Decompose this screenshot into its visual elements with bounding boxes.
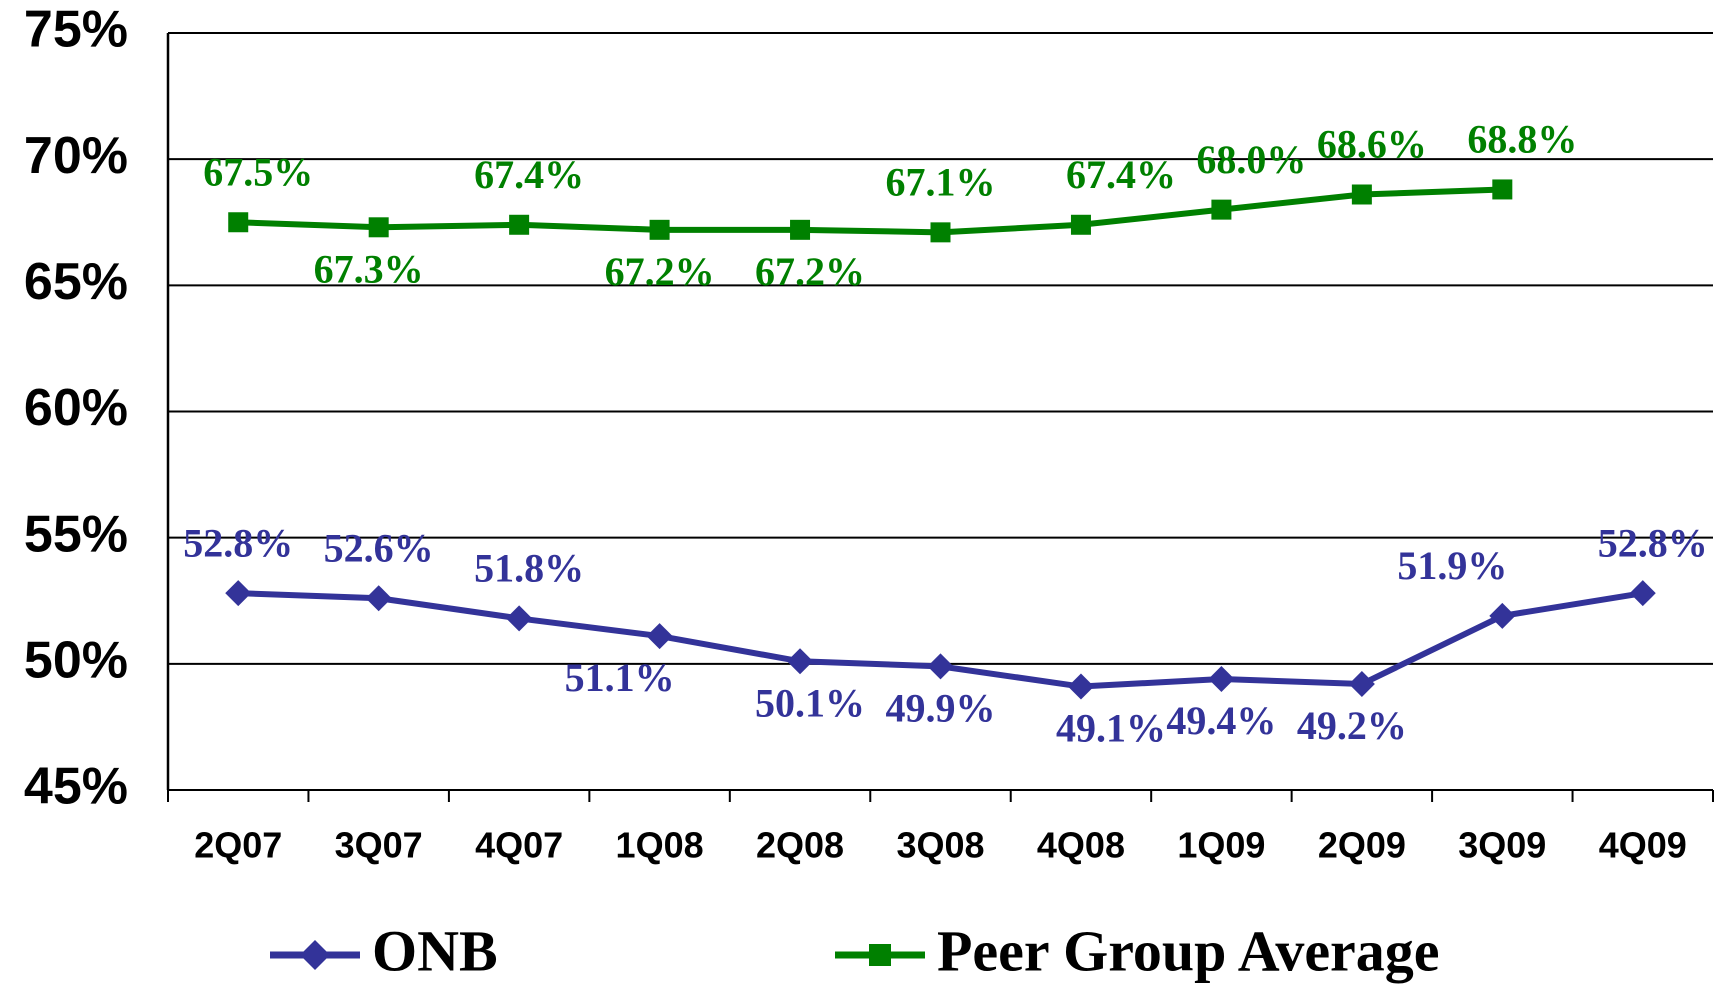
data-label: 68.0% bbox=[1196, 137, 1306, 182]
marker bbox=[368, 217, 389, 238]
marker bbox=[1489, 602, 1516, 629]
marker bbox=[506, 605, 533, 632]
x-tick-label: 4Q09 bbox=[1599, 825, 1687, 866]
marker bbox=[365, 585, 392, 612]
data-label: 67.2% bbox=[605, 249, 715, 294]
x-tick-label: 1Q09 bbox=[1177, 825, 1265, 866]
marker bbox=[646, 623, 673, 650]
data-label: 49.4% bbox=[1166, 698, 1276, 743]
x-tick-label: 4Q08 bbox=[1037, 825, 1125, 866]
y-tick-label: 70% bbox=[24, 127, 128, 185]
x-tick-label: 1Q08 bbox=[616, 825, 704, 866]
legend-marker bbox=[300, 940, 330, 970]
y-tick-label: 75% bbox=[24, 1, 128, 59]
data-label: 51.8% bbox=[474, 546, 584, 591]
data-label: 49.9% bbox=[886, 686, 996, 731]
marker bbox=[787, 648, 814, 675]
marker bbox=[1070, 214, 1091, 235]
y-tick-label: 45% bbox=[24, 758, 128, 816]
data-label: 52.8% bbox=[183, 520, 293, 565]
data-label: 67.3% bbox=[314, 246, 424, 291]
marker bbox=[228, 212, 249, 233]
data-label: 67.5% bbox=[203, 149, 313, 194]
marker bbox=[1211, 199, 1232, 220]
marker bbox=[927, 653, 954, 680]
x-tick-label: 3Q08 bbox=[896, 825, 984, 866]
x-tick-label: 2Q07 bbox=[194, 825, 282, 866]
data-label: 52.6% bbox=[324, 525, 434, 570]
marker bbox=[225, 580, 252, 607]
data-label: 68.8% bbox=[1467, 117, 1577, 162]
marker bbox=[1348, 671, 1375, 698]
data-label: 51.1% bbox=[565, 655, 675, 700]
marker bbox=[1629, 580, 1656, 607]
series-line bbox=[238, 186, 1503, 236]
marker bbox=[1492, 179, 1513, 200]
marker bbox=[649, 219, 670, 240]
marker bbox=[930, 222, 951, 243]
marker bbox=[1208, 665, 1235, 692]
data-label: 51.9% bbox=[1397, 543, 1507, 588]
data-label: 67.4% bbox=[474, 152, 584, 197]
x-tick-label: 3Q09 bbox=[1458, 825, 1546, 866]
data-label: 50.1% bbox=[755, 680, 865, 725]
legend-label: Peer Group Average bbox=[937, 918, 1440, 983]
marker bbox=[509, 214, 530, 235]
x-tick-label: 4Q07 bbox=[475, 825, 563, 866]
data-label: 67.1% bbox=[886, 160, 996, 205]
marker bbox=[1351, 184, 1372, 205]
data-label: 67.4% bbox=[1066, 152, 1176, 197]
data-label: 49.1% bbox=[1056, 706, 1166, 751]
data-label: 68.6% bbox=[1317, 122, 1427, 167]
x-tick-label: 2Q08 bbox=[756, 825, 844, 866]
y-tick-label: 50% bbox=[24, 632, 128, 690]
y-tick-label: 55% bbox=[24, 505, 128, 563]
data-label: 52.8% bbox=[1598, 520, 1708, 565]
legend-marker bbox=[869, 944, 891, 966]
y-tick-label: 65% bbox=[24, 253, 128, 311]
y-tick-label: 60% bbox=[24, 379, 128, 437]
marker bbox=[790, 219, 811, 240]
data-label: 49.2% bbox=[1297, 703, 1407, 748]
data-label: 67.2% bbox=[755, 249, 865, 294]
legend-label: ONB bbox=[372, 918, 498, 983]
marker bbox=[1067, 673, 1094, 700]
x-tick-label: 3Q07 bbox=[335, 825, 423, 866]
x-tick-label: 2Q09 bbox=[1318, 825, 1406, 866]
